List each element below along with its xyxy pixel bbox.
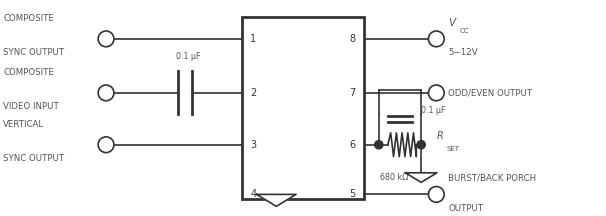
Text: 6: 6	[350, 140, 356, 150]
Text: V: V	[448, 18, 456, 28]
Text: 0.1 μF: 0.1 μF	[421, 106, 445, 115]
Text: BURST/BACK PORCH: BURST/BACK PORCH	[448, 174, 536, 183]
Text: 5: 5	[350, 189, 356, 199]
Text: VERTICAL: VERTICAL	[3, 120, 44, 129]
Ellipse shape	[428, 187, 444, 202]
Text: 8: 8	[350, 34, 356, 44]
Text: 2: 2	[250, 88, 256, 98]
Ellipse shape	[374, 140, 384, 149]
Text: COMPOSITE: COMPOSITE	[3, 68, 54, 77]
Text: OUTPUT: OUTPUT	[448, 204, 484, 213]
Text: 7: 7	[350, 88, 356, 98]
Polygon shape	[257, 194, 296, 206]
Bar	[242, 17, 364, 199]
Text: 1: 1	[250, 34, 256, 44]
Ellipse shape	[98, 85, 114, 101]
Text: 0.1 μF: 0.1 μF	[176, 52, 200, 61]
Text: SET: SET	[447, 146, 459, 152]
Text: 4: 4	[250, 189, 256, 199]
Text: CC: CC	[459, 28, 469, 34]
Text: ODD/EVEN OUTPUT: ODD/EVEN OUTPUT	[448, 88, 533, 97]
Ellipse shape	[98, 31, 114, 47]
Text: 3: 3	[250, 140, 256, 150]
Text: 5−12V: 5−12V	[448, 48, 478, 57]
Text: SYNC OUTPUT: SYNC OUTPUT	[3, 154, 64, 163]
Ellipse shape	[416, 140, 426, 149]
Text: SYNC OUTPUT: SYNC OUTPUT	[3, 48, 64, 57]
Ellipse shape	[98, 137, 114, 152]
Polygon shape	[405, 173, 437, 182]
Text: 680 kΩ: 680 kΩ	[380, 173, 408, 182]
Ellipse shape	[428, 85, 444, 101]
Ellipse shape	[428, 31, 444, 47]
Text: R: R	[436, 131, 443, 141]
Text: VIDEO INPUT: VIDEO INPUT	[3, 102, 59, 111]
Text: COMPOSITE: COMPOSITE	[3, 14, 54, 23]
